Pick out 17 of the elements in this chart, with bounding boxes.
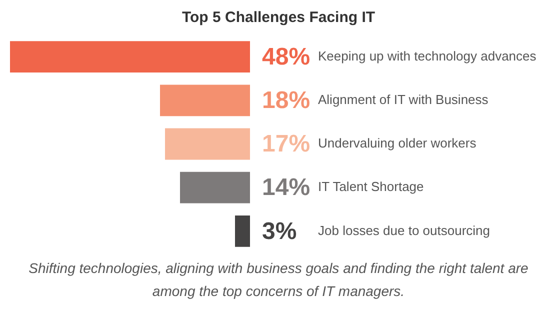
- data-label: 17%: [262, 130, 310, 158]
- data-label: 48%: [262, 43, 310, 70]
- y-tick-label: Alignment of IT with Business: [318, 92, 489, 107]
- bar: [10, 41, 250, 72]
- data-label: 3%: [262, 218, 297, 245]
- bar: [180, 172, 250, 204]
- y-tick-label: IT Talent Shortage: [318, 179, 424, 194]
- bar: [160, 84, 250, 116]
- chart-title: Top 5 Challenges Facing IT: [180, 9, 376, 28]
- y-tick-label: Job losses due to outsourcing: [318, 222, 490, 238]
- y-tick-label: Keeping up with technology advances: [318, 48, 537, 64]
- text: Shifting technologies, aligning with business goals and finding the right talent are among the top concerns of IT managers.: [28, 259, 530, 301]
- data-label: 18%: [262, 87, 310, 114]
- y-tick-label: Undervaluing older workers: [318, 136, 477, 151]
- bar: [235, 216, 250, 247]
- data-label: 14%: [262, 174, 310, 202]
- bar: [165, 128, 250, 160]
